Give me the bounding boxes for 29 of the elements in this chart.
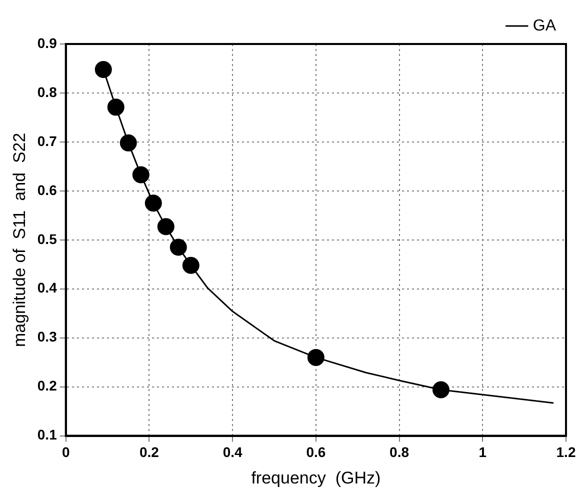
point bbox=[432, 381, 450, 398]
point bbox=[307, 348, 324, 366]
x-tick-label: 0.2 bbox=[139, 444, 160, 460]
point bbox=[144, 194, 162, 212]
point bbox=[170, 238, 187, 256]
point bbox=[132, 166, 150, 184]
y-tick-label: 0.5 bbox=[37, 230, 58, 247]
y-tick-label: 0.2 bbox=[37, 378, 58, 394]
x-axis-title: frequency (GHz) bbox=[251, 468, 381, 488]
point bbox=[182, 256, 200, 274]
legend-label: GA bbox=[532, 17, 556, 34]
point bbox=[94, 60, 112, 78]
x-tick-label: 1.2 bbox=[556, 444, 576, 460]
x-tick-label: 0 bbox=[62, 444, 70, 460]
point bbox=[157, 218, 174, 236]
x-tick-label: 0.8 bbox=[390, 444, 410, 460]
y-tick-label: 0.1 bbox=[37, 426, 58, 443]
x-tick-label: 0.4 bbox=[222, 444, 243, 460]
y-axis-title: magnitude of S11 and S22 bbox=[10, 132, 29, 348]
y-tick-label: 0.8 bbox=[37, 84, 58, 100]
y-tick-label: 0.9 bbox=[37, 34, 58, 51]
x-tick-label: 1 bbox=[478, 444, 487, 460]
point bbox=[120, 134, 137, 152]
x-tick-label: 0.6 bbox=[306, 444, 326, 460]
y-tick-label: 0.6 bbox=[37, 182, 58, 198]
y-tick-label: 0.4 bbox=[37, 280, 58, 296]
y-tick-label: 0.7 bbox=[37, 132, 58, 149]
point bbox=[107, 98, 124, 116]
y-tick-label: 0.3 bbox=[37, 328, 58, 345]
